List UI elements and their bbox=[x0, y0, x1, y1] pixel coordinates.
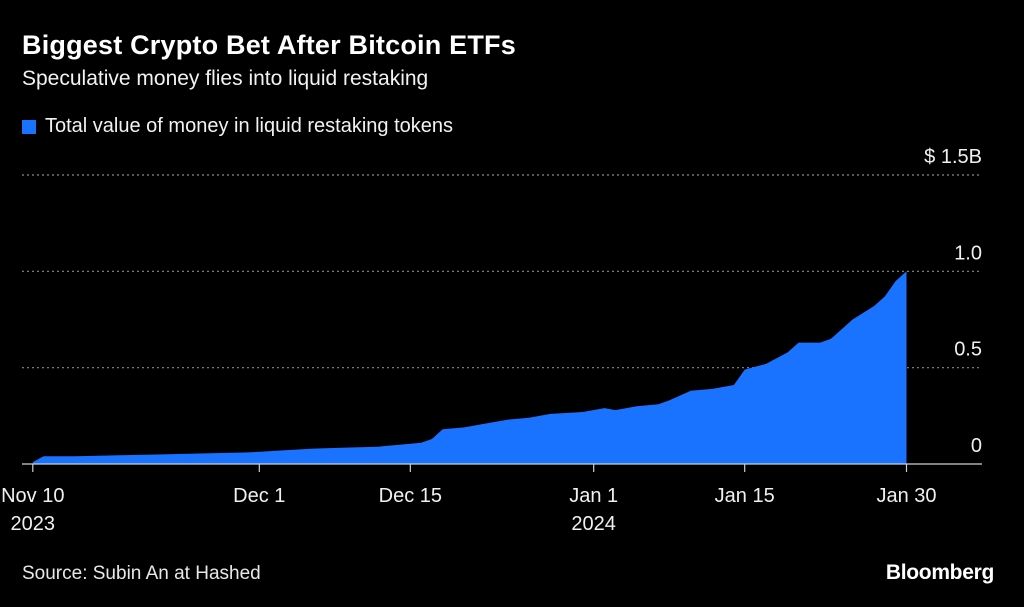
x-tick-label-1: Dec 1 bbox=[233, 485, 285, 507]
legend-label: Total value of money in liquid restaking… bbox=[45, 115, 454, 137]
x-tick-label-2: Dec 15 bbox=[379, 485, 442, 507]
x-tick-label-5: Jan 30 bbox=[876, 485, 936, 507]
chart-subtitle: Speculative money flies into liquid rest… bbox=[22, 67, 429, 90]
x-tick-sublabel-0: 2023 bbox=[11, 513, 56, 535]
y-tick-label-0: 0 bbox=[971, 435, 982, 457]
bloomberg-logo: Bloomberg bbox=[885, 561, 994, 584]
x-tick-label-0: Nov 10 bbox=[1, 485, 64, 507]
x-tick-label-4: Jan 15 bbox=[715, 485, 775, 507]
legend: Total value of money in liquid restaking… bbox=[22, 115, 453, 138]
legend-swatch bbox=[22, 119, 36, 134]
series-area bbox=[32, 271, 907, 464]
x-tick-sublabel-3: 2024 bbox=[571, 513, 616, 535]
y-tick-label-3: $ 1.5B bbox=[924, 146, 982, 168]
chart-title: Biggest Crypto Bet After Bitcoin ETFs bbox=[22, 30, 516, 60]
y-tick-label-1: 0.5 bbox=[954, 339, 982, 361]
source-note: Source: Subin An at Hashed bbox=[22, 563, 261, 584]
x-tick-label-3: Jan 1 bbox=[569, 485, 618, 507]
y-tick-label-2: 1.0 bbox=[954, 242, 982, 264]
